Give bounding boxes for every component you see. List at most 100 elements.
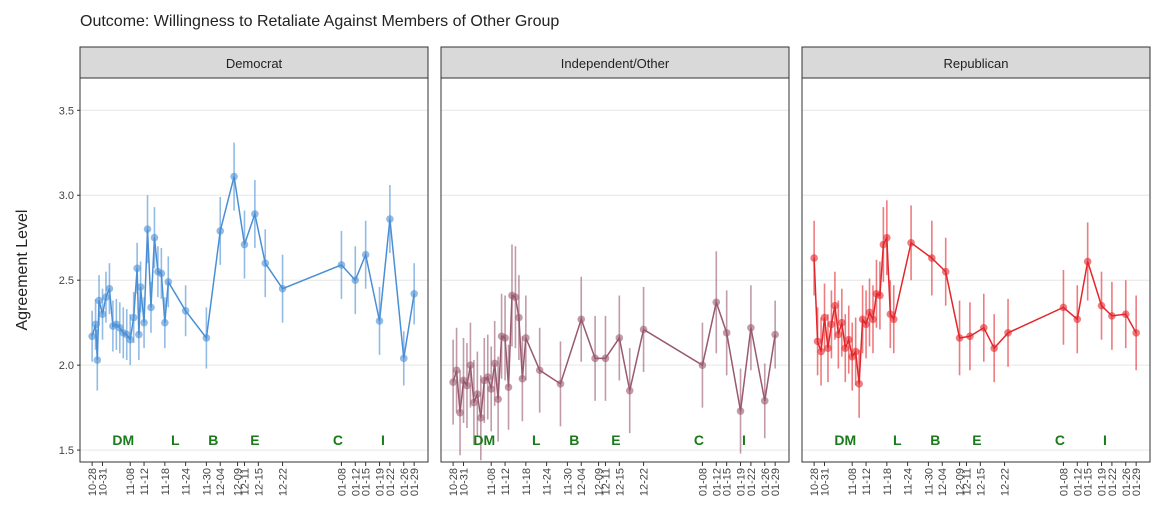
data-point — [494, 395, 502, 403]
data-point — [838, 318, 846, 327]
data-point — [556, 380, 565, 388]
data-point — [712, 298, 721, 307]
x-tick-label: 01-29 — [1131, 468, 1143, 496]
x-tick-label: 11-24 — [903, 468, 915, 495]
x-tick-label: 12-09 — [594, 468, 606, 496]
x-tick-label: 12-11 — [239, 468, 251, 495]
data-point — [504, 383, 513, 392]
data-point — [456, 408, 464, 417]
data-point — [161, 318, 169, 327]
panel-border — [440, 77, 790, 463]
x-tick-label: 01-22 — [746, 468, 758, 496]
data-point — [477, 414, 485, 422]
data-point — [522, 334, 530, 342]
annotation: C — [1055, 432, 1065, 448]
annotation: I — [381, 432, 385, 448]
data-point — [463, 381, 471, 390]
x-tick-label: 11-18 — [160, 468, 172, 495]
data-point — [1121, 310, 1130, 318]
data-point — [591, 354, 599, 363]
data-point — [966, 332, 974, 341]
strip — [440, 46, 790, 79]
data-point — [261, 259, 270, 268]
x-tick-label: 01-26 — [1121, 468, 1133, 496]
data-point — [511, 293, 520, 301]
x-tick-label: 10-31 — [98, 468, 110, 496]
x-tick-label: 01-12 — [1072, 468, 1084, 496]
y-tick-label: 3.5 — [59, 105, 74, 117]
data-point — [820, 313, 829, 322]
x-tick-label: 01-12 — [711, 468, 723, 496]
data-point — [351, 276, 360, 284]
data-point — [577, 315, 586, 324]
y-axis-label: Agreement Level — [14, 210, 31, 331]
y-tick-label: 3.0 — [59, 190, 74, 202]
data-point — [844, 335, 853, 344]
data-point — [876, 291, 884, 300]
data-point — [140, 318, 148, 327]
data-point — [771, 330, 779, 339]
data-point — [278, 284, 287, 293]
data-point — [102, 293, 110, 301]
data-point — [473, 390, 482, 398]
data-point — [452, 366, 461, 375]
x-tick-label: 11-18 — [882, 468, 894, 495]
data-point — [93, 356, 102, 364]
x-tick-label: 12-22 — [278, 468, 290, 496]
x-tick-label: 01-12 — [350, 468, 362, 496]
annotation: C — [694, 432, 704, 448]
x-tick-label: 12-11 — [600, 468, 612, 495]
data-point — [941, 267, 950, 276]
data-point — [955, 334, 964, 342]
data-point — [747, 323, 755, 332]
x-tick-label: 10-31 — [459, 468, 471, 496]
data-point — [133, 264, 141, 273]
series-line — [91, 176, 415, 361]
data-point — [98, 310, 107, 318]
strip-label: Independent/Other — [561, 56, 670, 71]
data-point — [470, 398, 478, 407]
x-tick-label: 10-31 — [820, 468, 832, 496]
x-tick-label: 11-08 — [486, 468, 498, 495]
data-point — [147, 303, 155, 312]
x-tick-label: 12-22 — [639, 468, 651, 496]
data-point — [375, 317, 384, 325]
data-point — [810, 254, 818, 262]
x-tick-label: 01-08 — [697, 468, 709, 496]
data-point — [143, 225, 152, 234]
data-point — [135, 330, 143, 339]
x-tick-label: 01-19 — [1097, 468, 1109, 496]
data-point — [928, 254, 936, 262]
annotation: L — [893, 432, 902, 448]
x-tick-label: 01-15 — [722, 468, 734, 496]
data-point — [817, 347, 825, 356]
x-tick-label: 01-22 — [385, 468, 397, 496]
data-point — [1059, 303, 1068, 312]
data-point — [490, 359, 499, 368]
annotation: L — [532, 432, 541, 448]
annotation: DM — [473, 432, 495, 448]
data-point — [736, 407, 745, 415]
x-tick-label: 11-08 — [847, 468, 859, 495]
data-point — [449, 378, 457, 386]
data-point — [722, 329, 731, 337]
data-point — [827, 320, 836, 329]
data-point — [615, 334, 624, 342]
data-point — [1073, 315, 1082, 324]
y-tick-label: 2.0 — [59, 360, 74, 372]
x-tick-label: 11-08 — [125, 468, 137, 495]
annotation: DM — [834, 432, 856, 448]
data-point — [698, 361, 707, 369]
data-point — [1097, 301, 1106, 310]
data-point — [824, 344, 832, 352]
x-tick-label: 12-22 — [1000, 468, 1012, 496]
annotation: L — [171, 432, 180, 448]
data-point — [879, 240, 888, 249]
x-tick-label: 01-29 — [409, 468, 421, 496]
data-point — [164, 278, 173, 286]
x-tick-label: 12-04 — [576, 468, 588, 496]
data-point — [337, 261, 346, 269]
data-point — [386, 215, 394, 223]
data-point — [601, 354, 610, 363]
